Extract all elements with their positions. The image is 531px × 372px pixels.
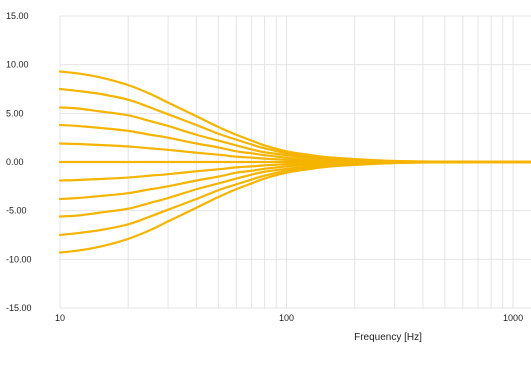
series-line-1 bbox=[58, 87, 531, 164]
x-tick-label: 1000 bbox=[503, 313, 523, 323]
y-tick-label: 10.00 bbox=[6, 60, 29, 70]
x-tick-label: 100 bbox=[279, 313, 294, 323]
series-lines bbox=[58, 70, 531, 254]
y-tick-label: -5.00 bbox=[6, 206, 27, 216]
y-tick-label: 15.00 bbox=[6, 11, 29, 21]
y-axis-tick-labels: -15.00 -10.00 -5.00 0.00 5.00 10.00 15.00 bbox=[6, 11, 32, 313]
y-tick-label: -15.00 bbox=[6, 303, 32, 313]
series-line-10 bbox=[58, 160, 531, 254]
series-line-9 bbox=[58, 160, 531, 237]
x-axis-tick-labels: 10 100 1000 bbox=[55, 313, 523, 323]
x-axis-title: Frequency [Hz] bbox=[354, 332, 422, 343]
x-tick-label: 10 bbox=[55, 313, 65, 323]
y-tick-label: 0.00 bbox=[6, 157, 24, 167]
y-tick-label: 5.00 bbox=[6, 108, 24, 118]
y-tick-label: -10.00 bbox=[6, 254, 32, 264]
